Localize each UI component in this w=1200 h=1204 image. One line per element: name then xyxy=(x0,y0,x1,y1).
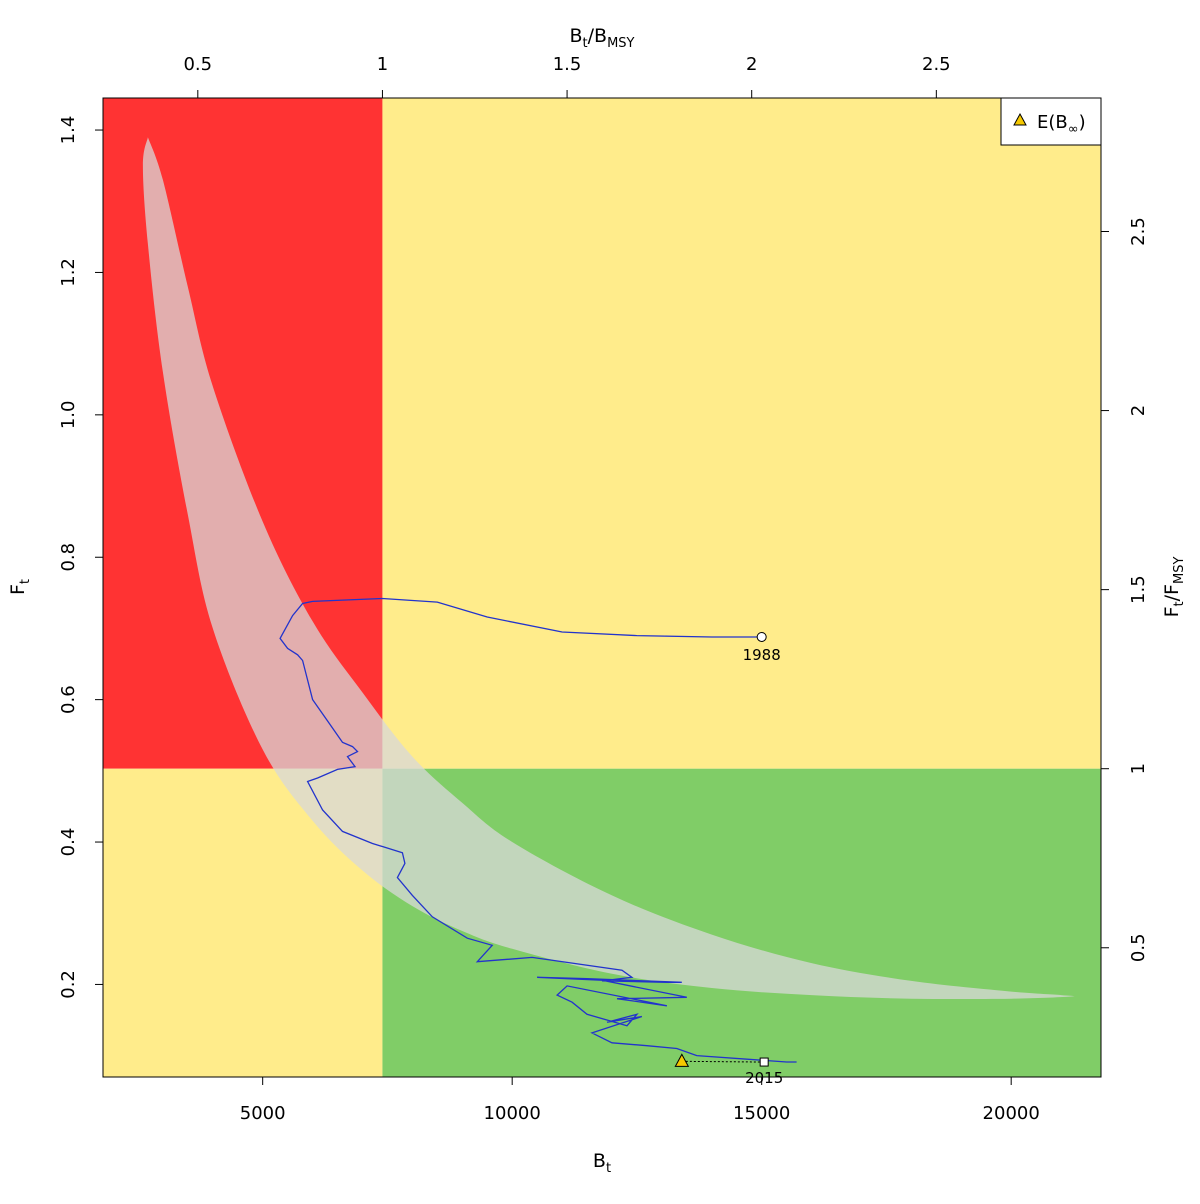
zone-caution-overfishing xyxy=(382,98,1101,769)
bottom-axis-title: Bt xyxy=(593,1150,611,1176)
top-tick-label: 2 xyxy=(746,54,757,75)
trajectory-line xyxy=(279,597,797,1063)
right-tick-label: 2.5 xyxy=(1128,217,1149,246)
left-axis-title: Ft xyxy=(7,579,33,595)
left-axis: 0.2 0.4 0.6 0.8 1.0 1.2 1.4 xyxy=(58,116,103,999)
legend-triangle-icon xyxy=(1013,112,1027,126)
right-axis: 0.5 1 1.5 2 2.5 xyxy=(1101,217,1149,962)
right-tick-label: 0.5 xyxy=(1128,933,1149,962)
annotation-end-year: 2015 xyxy=(745,1069,783,1087)
bottom-tick-label: 15000 xyxy=(733,1103,790,1124)
left-tick-label: 0.6 xyxy=(58,685,79,714)
left-tick-label: 1.2 xyxy=(58,258,79,287)
left-tick-label: 1.0 xyxy=(58,401,79,430)
equilibrium-link xyxy=(681,1060,765,1063)
left-tick-label: 0.8 xyxy=(58,543,79,572)
top-tick-label: 0.5 xyxy=(183,54,212,75)
top-axis: 0.5 1 1.5 2 2.5 xyxy=(183,54,951,98)
right-tick-label: 1.5 xyxy=(1128,575,1149,604)
plot-area xyxy=(103,98,1101,1077)
bottom-axis: 5000 10000 15000 20000 xyxy=(240,1077,1040,1124)
bottom-tick-label: 10000 xyxy=(484,1103,541,1124)
top-tick-label: 1 xyxy=(377,54,388,75)
right-axis-title: Ft/FMSY xyxy=(1161,557,1187,618)
right-tick-label: 2 xyxy=(1128,405,1149,416)
left-tick-label: 0.2 xyxy=(58,970,79,999)
confidence-region xyxy=(142,137,1075,1000)
equilibrium-triangle xyxy=(674,1053,690,1067)
start-marker xyxy=(756,631,767,642)
left-tick-label: 1.4 xyxy=(58,116,79,145)
bottom-tick-label: 20000 xyxy=(983,1103,1040,1124)
end-marker xyxy=(759,1057,769,1067)
right-tick-label: 1 xyxy=(1128,763,1149,774)
top-tick-label: 2.5 xyxy=(922,54,951,75)
top-tick-label: 1.5 xyxy=(553,54,582,75)
legend-label: E(B∞) xyxy=(1037,112,1086,137)
left-tick-label: 0.4 xyxy=(58,828,79,857)
legend: E(B∞) xyxy=(1000,97,1102,146)
legend-box xyxy=(1000,97,1102,146)
plot-frame xyxy=(102,97,1102,1078)
bottom-tick-label: 5000 xyxy=(240,1103,286,1124)
top-axis-title: Bt/BMSY xyxy=(569,25,634,51)
annotation-start-year: 1988 xyxy=(743,646,781,664)
